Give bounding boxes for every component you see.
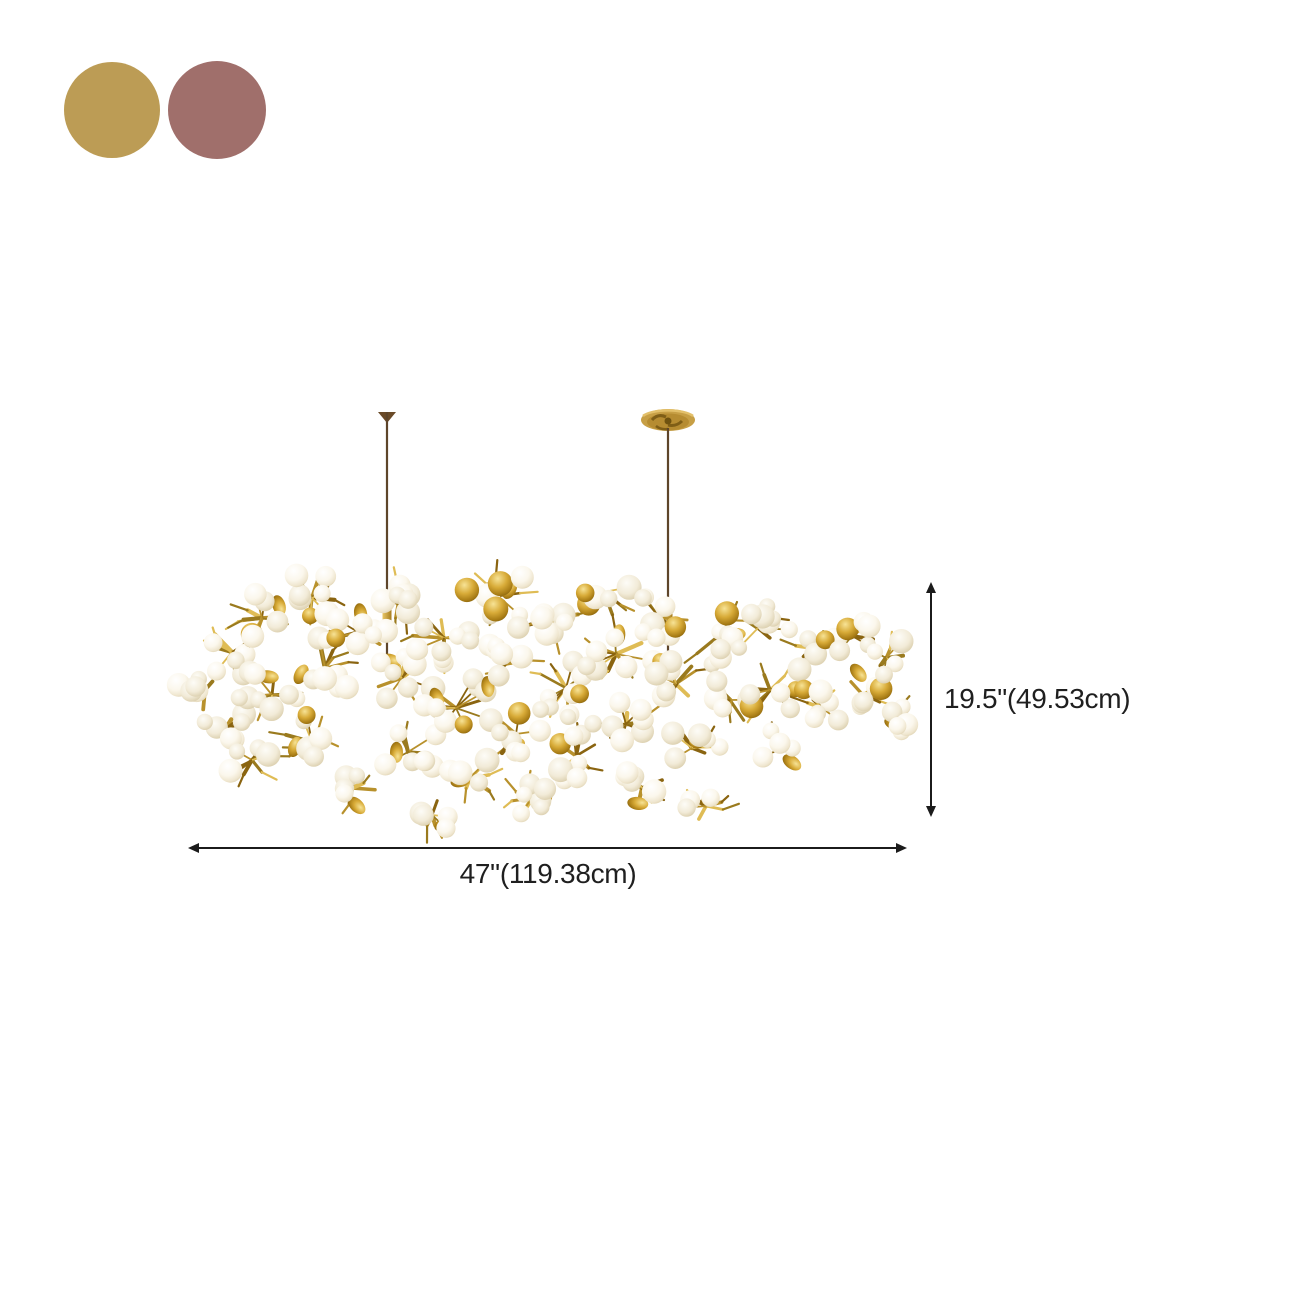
- height-dimension-label: 19.5"(49.53cm): [944, 683, 1131, 714]
- width-dimension-arrow: [188, 843, 907, 853]
- ceiling-canopy: [641, 409, 695, 431]
- width-dimension-label: 47"(119.38cm): [459, 858, 637, 889]
- color-swatch-rose-pink[interactable]: [168, 61, 266, 159]
- chandelier-orbs: [166, 563, 919, 838]
- color-swatch-gold[interactable]: [64, 62, 160, 158]
- height-dimension-arrow: [926, 582, 936, 817]
